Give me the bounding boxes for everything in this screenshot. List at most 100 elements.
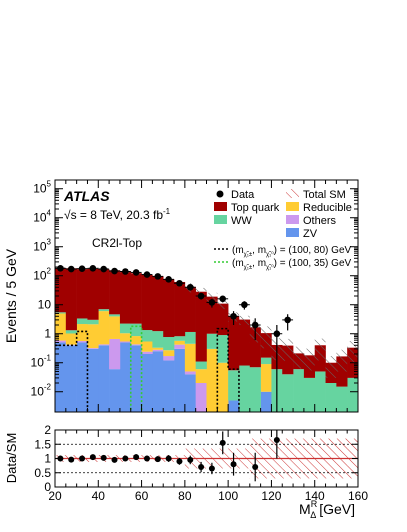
ratio-point [273,430,280,459]
stack-bar [141,354,153,412]
data-point [249,318,261,341]
uncertainty-bin [303,348,315,371]
ratio-point [176,457,183,465]
stack-bar [303,377,316,412]
stack-bar [65,330,77,334]
stack-bar [55,313,67,341]
ratio-marker [198,464,205,471]
ratio-point [154,456,161,463]
y-tick-exp: -2 [44,383,52,392]
stack-bar [163,360,175,412]
stack-bar [98,311,110,345]
data-marker [122,268,129,275]
stack-bar [206,333,218,349]
ratio-point [111,456,118,463]
stack-bar [119,271,132,324]
legend-signal-sub2: χ̃₁⁰ [266,264,274,271]
uncertainty-bin [282,338,294,361]
ratio-point [122,455,129,462]
data-point [65,265,77,273]
x-tick-label: 100 [218,489,238,503]
y-tick-exp: 4 [47,209,52,218]
data-marker [165,276,172,283]
stack-bar [130,336,142,345]
stack-bar [141,351,153,354]
data-point [238,301,250,310]
ratio-marker [208,465,215,472]
stack-layer [55,267,358,412]
legend-label: Data [231,189,255,201]
stack-bar [184,286,196,332]
legend-item: ZV [286,228,318,240]
legend-signal-sub1: χ̃₁± [244,252,253,258]
data-marker [57,265,64,272]
data-marker [132,269,140,276]
legend-signal-post: ) = [274,258,289,269]
stack-bar [152,347,164,350]
stack-bar [174,344,186,349]
x-tick-label: 80 [178,489,192,503]
stack-bar [228,400,240,412]
ratio-point [252,452,259,482]
stack-bar [184,331,196,344]
stack-bar [87,348,99,349]
stack-bar [87,324,99,349]
stack-bar [130,344,142,346]
ratio-point [198,461,205,473]
stack-bar [347,377,358,412]
ratio-marker [79,455,86,462]
legend-marker [216,190,224,198]
data-point [152,273,164,280]
lumi-exponent: -1 [163,207,171,216]
stack-bar [130,345,142,412]
y-tick-exp: 5 [47,180,52,189]
stack-bar [141,330,153,342]
ratio-point [133,454,140,461]
x-axis-label-unit: [GeV] [319,501,355,517]
stack-bar [249,327,261,368]
legend-swatch [286,215,299,224]
energy-label: √s = 8 TeV, 20.3 fb-1 [64,207,171,222]
stack-bar [314,371,326,412]
ratio-point [208,462,215,475]
legend-item: WW [214,215,252,227]
ratio-marker [154,456,161,463]
stack-bar [141,341,153,352]
ratio-point [79,455,86,462]
stack-bar [152,276,164,332]
stack-bar [195,383,207,412]
data-marker [208,299,216,306]
legend-signal-mid: , m [252,245,266,256]
stack-bar [119,333,132,342]
y-axis-label: Events / 5 GeV [3,248,19,343]
main-x-ticks [54,180,359,412]
stack-bar [174,336,186,341]
stack-series-2 [55,311,272,412]
stack-bar [325,383,337,412]
x-tick-label: 20 [48,489,62,503]
stack-bar [98,345,110,412]
stack-bar [260,391,272,412]
x-tick-label: 60 [135,489,149,503]
stack-bar [87,319,99,325]
stack-bar [163,279,175,338]
ratio-marker [230,461,237,468]
ratio-marker [122,455,129,462]
stack-series-0 [55,342,272,412]
stack-bar [76,269,88,319]
data-point [282,314,294,331]
data-marker [284,316,291,324]
legend-signal-pre: (m [232,258,244,269]
ratio-y-tick-label: 1.5 [34,437,51,451]
ratio-marker [100,454,107,461]
y-tick-label: 10-2 [31,383,52,399]
data-marker [67,265,75,273]
ratio-points [57,430,280,482]
stack-bar [109,338,121,370]
ratio-marker [219,439,226,446]
ratio-x-axis: 20 40 60 80 100 120 140 160 [48,430,368,503]
data-marker [100,265,107,273]
stack-bar [119,342,132,412]
ratio-marker [143,455,150,462]
